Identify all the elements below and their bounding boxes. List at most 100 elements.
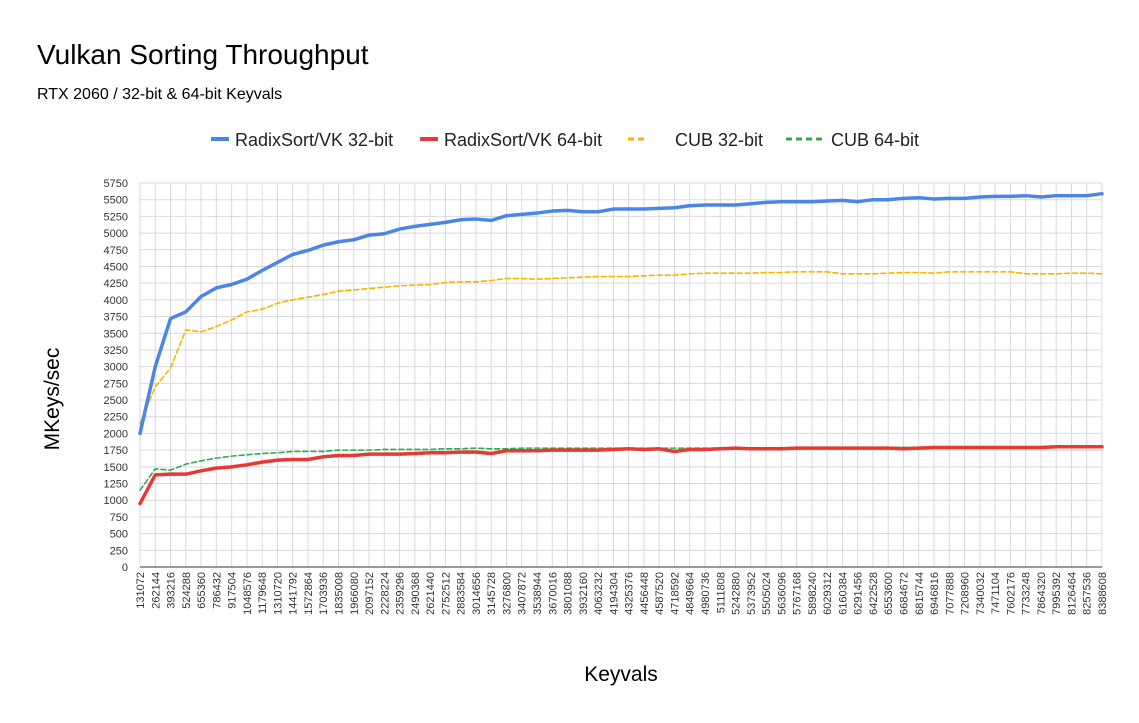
x-axis-title: Keyvals <box>584 663 658 686</box>
x-tick-label: 1572864 <box>303 572 315 615</box>
y-tick-label: 1500 <box>104 462 128 474</box>
y-tick-label: 3750 <box>104 312 128 324</box>
x-tick-label: 1441792 <box>288 572 300 615</box>
x-tick-label: 1966080 <box>349 572 361 615</box>
x-tick-label: 3145728 <box>486 572 498 615</box>
x-tick-label: 3407872 <box>517 572 529 615</box>
legend-item-radixsort-32: RadixSort/VK 32-bit <box>211 130 393 150</box>
x-tick-label: 4194304 <box>608 572 620 615</box>
x-tick-label: 6422528 <box>868 572 880 615</box>
x-tick-label: 3670016 <box>547 572 559 615</box>
x-tick-label: 5111808 <box>715 572 727 613</box>
x-tick-label: 5505024 <box>761 572 773 615</box>
y-tick-label: 4750 <box>104 245 128 257</box>
x-tick-label: 3801088 <box>563 572 575 615</box>
x-tick-label: 5373952 <box>746 572 758 615</box>
y-tick-label: 5000 <box>104 228 128 240</box>
x-tick-label: 1703936 <box>318 572 330 615</box>
y-tick-label: 5500 <box>104 195 128 207</box>
x-tick-label: 2883584 <box>456 572 468 615</box>
x-tick-label: 2359296 <box>395 572 407 615</box>
x-tick-label: 3276800 <box>501 572 513 615</box>
x-tick-label: 2228224 <box>379 572 391 615</box>
x-tick-label: 4587520 <box>654 572 666 615</box>
x-tick-label: 1179648 <box>257 572 269 614</box>
x-tick-label: 917504 <box>227 572 239 609</box>
x-tick-label: 7208960 <box>960 572 972 615</box>
x-tick-label: 393216 <box>166 572 178 609</box>
x-axis-ticks: 131072 262144 393216 524288 655360 786432 9175… <box>135 572 1109 615</box>
y-tick-label: 2250 <box>104 412 128 424</box>
x-tick-label: 7077888 <box>944 572 956 615</box>
x-tick-label: 8257536 <box>1082 572 1094 615</box>
legend-label-radixsort-64: RadixSort/VK 64-bit <box>444 130 602 150</box>
y-tick-label: 2750 <box>104 378 128 390</box>
y-tick-label: 5250 <box>104 211 128 223</box>
y-tick-label: 4250 <box>104 278 128 290</box>
x-tick-label: 4456448 <box>639 572 651 615</box>
y-tick-label: 500 <box>110 529 128 541</box>
x-tick-label: 2490368 <box>410 572 422 615</box>
y-tick-label: 4000 <box>104 295 128 307</box>
chart-title: Vulkan Sorting Throughput <box>37 39 369 70</box>
x-tick-label: 7864320 <box>1036 572 1048 615</box>
x-tick-label: 6160384 <box>837 572 849 615</box>
x-tick-label: 5898240 <box>807 572 819 615</box>
y-tick-label: 1750 <box>104 445 128 457</box>
x-tick-label: 4980736 <box>700 572 712 615</box>
series-line-radixsort-vk-64-bit <box>138 445 1104 506</box>
x-tick-label: 4325376 <box>624 572 636 615</box>
x-tick-label: 4718592 <box>669 572 681 615</box>
x-tick-label: 4063232 <box>593 572 605 615</box>
y-axis-ticks: 0 250 500 750 1000 1250 1500 1750 2000 2250 2500 27… <box>104 178 128 574</box>
x-tick-label: 1310720 <box>272 572 284 615</box>
legend-label-radixsort-32: RadixSort/VK 32-bit <box>235 130 393 150</box>
y-tick-label: 1000 <box>104 495 128 507</box>
y-tick-label: 750 <box>110 512 128 524</box>
x-tick-label: 4849664 <box>685 572 697 615</box>
x-tick-label: 7471104 <box>990 572 1002 614</box>
x-tick-label: 6684672 <box>898 572 910 615</box>
x-tick-label: 6291456 <box>853 572 865 615</box>
series-line-radixsort-vk-32-bit <box>138 191 1104 436</box>
x-tick-label: 3014656 <box>471 572 483 615</box>
x-tick-label: 3932160 <box>578 572 590 615</box>
x-tick-label: 6946816 <box>929 572 941 615</box>
y-axis-title: MKeys/sec <box>41 348 64 451</box>
y-tick-label: 5750 <box>104 178 128 190</box>
x-tick-label: 7602176 <box>1005 572 1017 615</box>
gridlines <box>139 182 1103 568</box>
y-tick-label: 250 <box>110 545 128 557</box>
y-tick-label: 2500 <box>104 395 128 407</box>
y-tick-label: 3500 <box>104 328 128 340</box>
series-lines <box>138 191 1104 506</box>
y-tick-label: 1250 <box>104 479 128 491</box>
x-tick-label: 1048576 <box>242 572 254 615</box>
series-line-cub-64-bit <box>139 445 1103 492</box>
x-tick-label: 786432 <box>211 572 223 609</box>
y-tick-label: 0 <box>122 562 128 574</box>
x-tick-label: 8388608 <box>1097 572 1109 615</box>
x-tick-label: 2097152 <box>364 572 376 615</box>
x-tick-label: 6815744 <box>914 572 926 615</box>
legend-label-cub-64: CUB 64-bit <box>831 130 919 150</box>
x-tick-label: 2621440 <box>425 572 437 615</box>
x-tick-label: 5767168 <box>792 572 804 615</box>
legend-item-cub-32: CUB 32-bit <box>628 130 763 150</box>
legend-item-cub-64: CUB 64-bit <box>786 130 919 150</box>
x-tick-label: 6029312 <box>822 572 834 615</box>
x-tick-label: 7995392 <box>1051 572 1063 615</box>
x-tick-label: 2752512 <box>440 572 452 615</box>
y-tick-label: 2000 <box>104 428 128 440</box>
y-tick-label: 3000 <box>104 362 128 374</box>
series-line-cub-32-bit <box>139 271 1103 425</box>
x-tick-label: 7340032 <box>975 572 987 615</box>
x-tick-label: 6553600 <box>883 572 895 615</box>
x-tick-label: 3538944 <box>532 572 544 615</box>
x-tick-label: 262144 <box>150 572 162 609</box>
x-tick-label: 7733248 <box>1021 572 1033 615</box>
x-tick-label: 1835008 <box>334 572 346 615</box>
x-tick-label: 5636096 <box>776 572 788 615</box>
legend: RadixSort/VK 32-bit RadixSort/VK 64-bit … <box>211 130 919 150</box>
